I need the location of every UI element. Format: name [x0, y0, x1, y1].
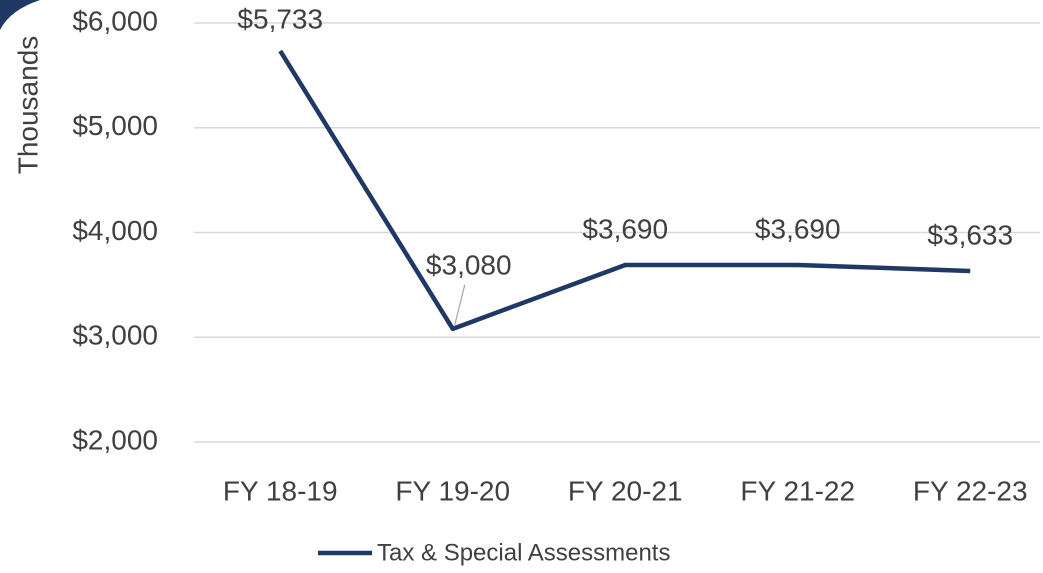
leader-line [454, 284, 466, 326]
data-label: $5,733 [237, 3, 323, 34]
x-tick-label: FY 18-19 [223, 475, 338, 506]
data-label: $3,080 [426, 249, 512, 280]
y-tick-label: $4,000 [72, 215, 158, 246]
data-label: $3,690 [582, 213, 668, 244]
corner-decoration [0, 0, 40, 30]
y-tick-label: $6,000 [72, 5, 158, 36]
x-tick-label: FY 19-20 [395, 475, 510, 506]
data-label: $3,690 [755, 213, 841, 244]
y-axis-label: Thousands [12, 36, 43, 175]
data-label: $3,633 [927, 219, 1013, 250]
x-tick-label: FY 20-21 [568, 475, 683, 506]
x-tick-label: FY 21-22 [740, 475, 855, 506]
y-tick-label: $3,000 [72, 320, 158, 351]
y-tick-label: $5,000 [72, 110, 158, 141]
legend-label: Tax & Special Assessments [377, 539, 670, 566]
y-tick-label: $2,000 [72, 424, 158, 455]
data-line [278, 49, 971, 332]
x-tick-label: FY 22-23 [913, 475, 1028, 506]
